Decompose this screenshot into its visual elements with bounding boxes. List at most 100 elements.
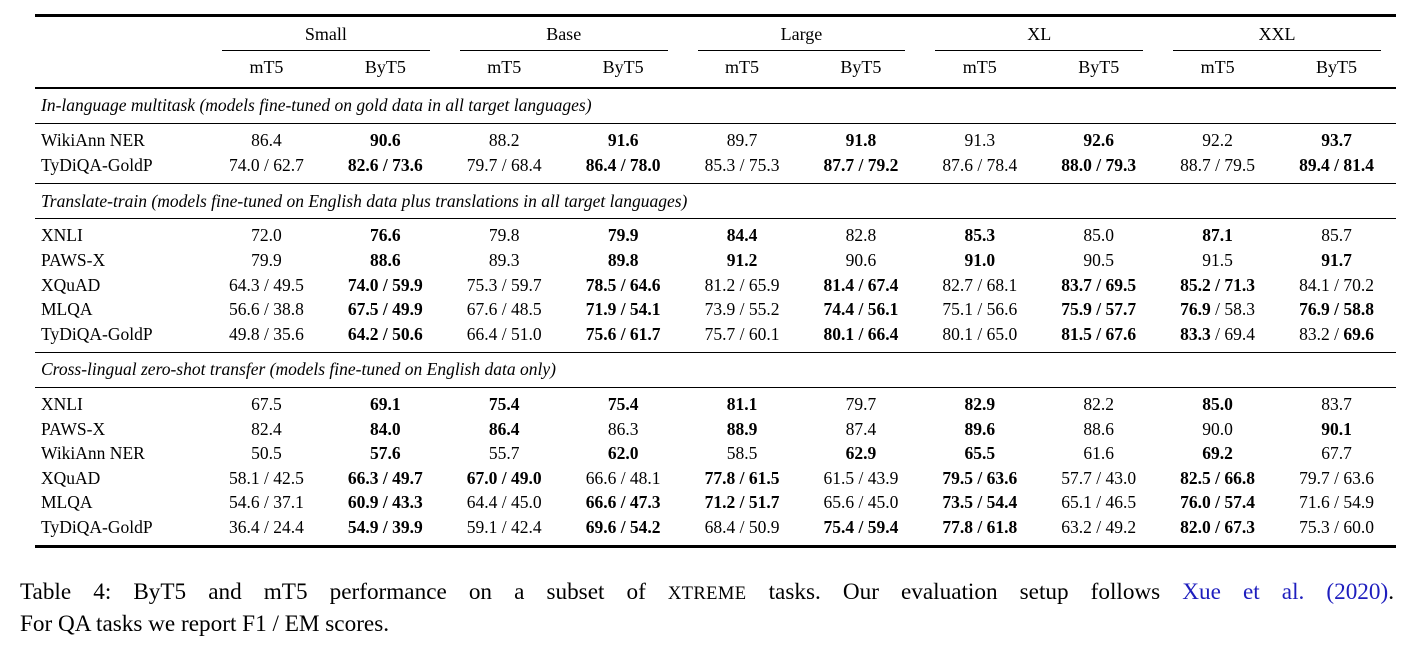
score-cell: 75.4 <box>445 388 564 417</box>
score-cell: 75.7 / 60.1 <box>683 322 802 352</box>
score-bold: 67.0 / 49.0 <box>466 467 542 488</box>
score: 65.6 / 45.0 <box>823 492 899 513</box>
score-cell: 85.0 <box>1039 219 1158 248</box>
score-cell: 92.6 <box>1039 124 1158 153</box>
score: 80.1 / 65.0 <box>942 323 1018 344</box>
score-cell: 75.9 / 57.7 <box>1039 297 1158 322</box>
score: 64.4 / 45.0 <box>466 492 542 513</box>
score-bold: 81.4 / 67.4 <box>823 274 899 295</box>
score: 82.8 <box>845 225 877 246</box>
score-bold: 75.6 / 61.7 <box>585 323 661 344</box>
score-bold: 75.9 / 57.7 <box>1061 299 1137 320</box>
score-bold: 62.9 <box>845 443 877 464</box>
score: 81.2 / 65.9 <box>704 274 780 295</box>
score-bold: 89.4 / 81.4 <box>1299 154 1374 175</box>
group-header-label: Base <box>459 17 668 51</box>
task-label: WikiAnn NER <box>41 443 145 464</box>
task-label: TyDiQA-GoldP <box>41 323 153 344</box>
score-bold: 93.7 <box>1321 130 1352 151</box>
score: 82.7 / 68.1 <box>942 274 1018 295</box>
section-header-row: In-language multitask (models fine-tuned… <box>35 87 1396 125</box>
score: 54.6 / 37.1 <box>229 492 304 513</box>
table-row: XQuAD 64.3 / 49.5 74.0 / 59.9 75.3 / 59.7 78… <box>35 273 1396 298</box>
score-bold: 85.3 <box>964 225 996 246</box>
score-cell: 82.0 / 67.3 <box>1158 515 1277 546</box>
score-cell: 79.9 <box>564 219 683 248</box>
group-header-xxl: XXL <box>1158 16 1396 51</box>
score-cell: 86.4 <box>445 417 564 442</box>
score-cell: 81.4 / 67.4 <box>801 273 920 298</box>
caption-text <box>1304 579 1326 605</box>
score-cell: 36.4 / 24.4 <box>207 515 326 546</box>
score-cell: 84.0 <box>326 417 445 442</box>
score-cell: 87.7 / 79.2 <box>801 153 920 183</box>
score: 75.1 / 56.6 <box>942 299 1018 320</box>
table-row: PAWS-X 79.9 88.6 89.3 89.8 91.2 90.6 91.0 90.5 91… <box>35 248 1396 273</box>
citation-link[interactable]: (2020) <box>1326 579 1389 606</box>
caption-line: Table 4: ByT5 and mT5 performance on a s… <box>20 577 1394 609</box>
score: 84.1 / 70.2 <box>1299 274 1374 295</box>
score-bold: 69.6 <box>1343 323 1374 344</box>
score-cell: 65.6 / 45.0 <box>801 491 920 516</box>
score-cell: 74.4 / 56.1 <box>801 297 920 322</box>
caption-text: . <box>1388 579 1395 606</box>
section-header: In-language multitask (models fine-tuned… <box>35 87 1396 125</box>
score-cell: 58.5 <box>683 442 802 467</box>
score: 55.7 <box>488 443 520 464</box>
score: 88.7 / 79.5 <box>1180 154 1256 175</box>
score-cell: 86.4 <box>207 124 326 153</box>
score-bold: 69.1 <box>370 394 401 415</box>
score-cell: 76.6 <box>326 219 445 248</box>
score: 79.7 / 68.4 <box>466 154 542 175</box>
model-header-mt5: mT5 <box>444 50 564 89</box>
model-header-mt5: mT5 <box>1158 50 1278 89</box>
score-cell: 82.4 <box>207 417 326 442</box>
score: 88.6 <box>1083 418 1114 439</box>
score-cell: 64.4 / 45.0 <box>445 491 564 516</box>
table-row: PAWS-X 82.4 84.0 86.4 86.3 88.9 87.4 89.6 88.6 90… <box>35 417 1396 442</box>
score: 89.3 <box>488 250 520 270</box>
table-caption: Table 4: ByT5 and mT5 performance on a s… <box>20 577 1394 640</box>
score-cell: 76.0 / 57.4 <box>1158 491 1277 516</box>
score-bold: 79.9 <box>607 225 639 246</box>
score: 49.8 / 35.6 <box>229 323 304 344</box>
score-bold: 67.5 / 49.9 <box>347 299 423 320</box>
table-row: TyDiQA-GoldP 49.8 / 35.6 64.2 / 50.6 66.4 /… <box>35 322 1396 352</box>
task-label: XNLI <box>41 225 83 246</box>
score: 67.7 <box>1321 443 1352 464</box>
score-cell: 54.6 / 37.1 <box>207 491 326 516</box>
score-cell: 91.5 <box>1158 248 1277 273</box>
score-cell: 66.6 / 47.3 <box>564 491 683 516</box>
score-cell: 75.3 / 59.7 <box>445 273 564 298</box>
score-bold: 65.5 <box>964 443 996 464</box>
score-bold: 69.6 / 54.2 <box>585 516 661 537</box>
score: 67.6 / 48.5 <box>466 299 542 320</box>
score-bold: 91.2 <box>726 250 758 270</box>
score-cell: 75.3 / 60.0 <box>1277 515 1396 546</box>
score-cell: 75.4 <box>564 388 683 417</box>
score-bold: 81.1 <box>726 394 758 415</box>
caption-text: For QA tasks we report F1 / EM scores. <box>20 610 390 637</box>
score-cell: 57.6 <box>326 442 445 467</box>
score-cell: 62.9 <box>801 442 920 467</box>
table-row: XNLI 72.0 76.6 79.8 79.9 84.4 82.8 85.3 85.0 87.1… <box>35 219 1396 248</box>
score-bold: 91.0 <box>964 250 996 270</box>
score-cell: 90.1 <box>1277 417 1396 442</box>
score: 79.7 / 63.6 <box>1299 467 1374 488</box>
citation-link[interactable]: Xue et al. <box>1182 579 1305 606</box>
score: 50.5 <box>251 443 282 464</box>
paper-page: Small Base Large XL XXL mT5 ByT5 mT5 ByT5 mT5 ByT5… <box>20 14 1396 640</box>
score-cell: 91.0 <box>920 248 1039 273</box>
score: 79.9 <box>251 250 282 270</box>
score: 57.7 / 43.0 <box>1061 467 1137 488</box>
score-cell: 79.7 / 63.6 <box>1277 466 1396 491</box>
score: 83.7 <box>1321 394 1352 415</box>
score-cell: 69.6 / 54.2 <box>564 515 683 546</box>
section-header-row: Translate-train (models fine-tuned on En… <box>35 183 1396 220</box>
score-cell: 49.8 / 35.6 <box>207 322 326 352</box>
score-cell: 83.2 / 69.6 <box>1277 322 1396 352</box>
score-bold: 62.0 <box>607 443 639 464</box>
score-cell: 79.8 <box>445 219 564 248</box>
score-bold: 80.1 / 66.4 <box>823 323 899 344</box>
score-cell: 82.5 / 66.8 <box>1158 466 1277 491</box>
